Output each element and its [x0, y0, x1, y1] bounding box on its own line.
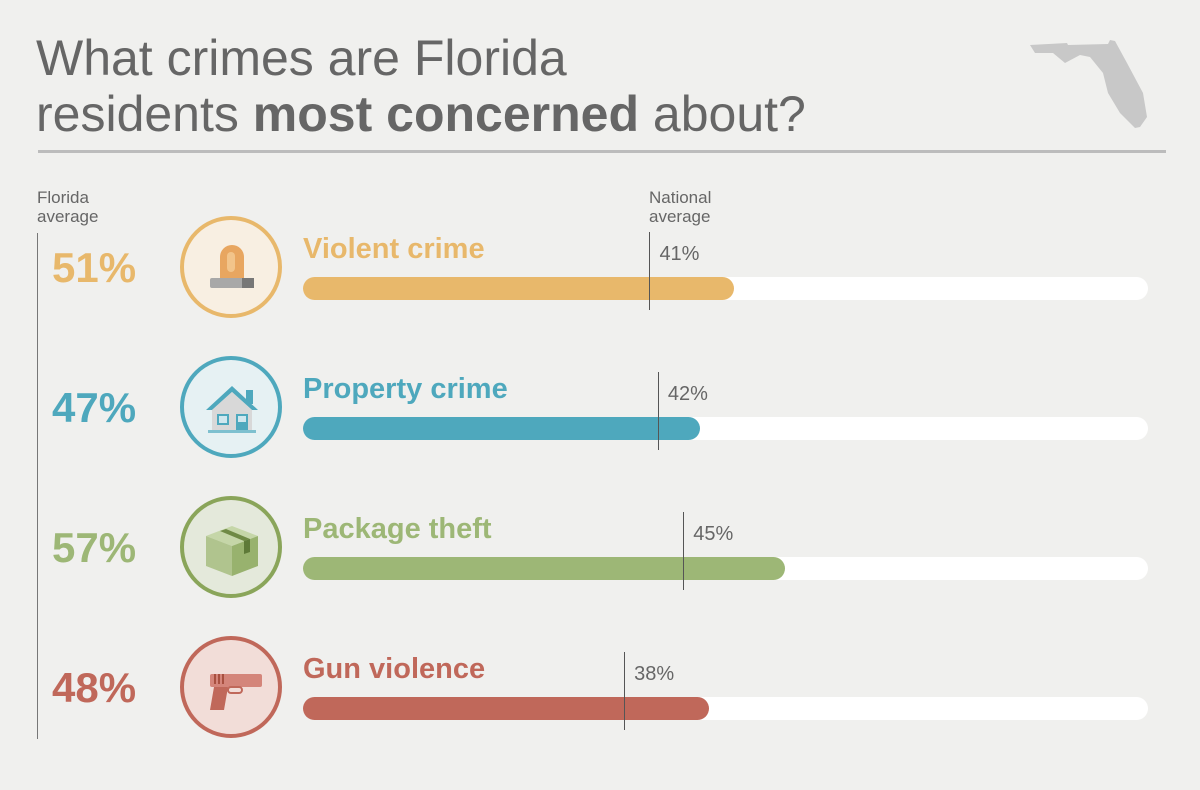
florida-value-label: 57% [52, 524, 137, 571]
national-average-marker [683, 512, 685, 590]
title-line-1: What crimes are Florida [36, 30, 567, 86]
florida-axis-line [37, 233, 38, 739]
category-label: Property crime [303, 373, 508, 405]
national-average-marker [649, 232, 651, 310]
florida-bar [303, 697, 709, 720]
florida-bar [303, 277, 734, 300]
siren-icon [210, 245, 254, 288]
category-label: Gun violence [303, 653, 486, 685]
category-label: Package theft [303, 513, 492, 545]
florida-value-label: 48% [52, 664, 137, 711]
national-value-label: 38% [634, 663, 675, 685]
title-line-2-end: about? [639, 86, 806, 142]
national-value-label: 41% [659, 243, 700, 265]
national-average-label: National average [649, 188, 712, 226]
package-icon [206, 526, 258, 576]
national-value-label: 45% [693, 523, 734, 545]
title-line-2-start: residents [36, 86, 253, 142]
title-divider [38, 150, 1166, 153]
title-bold: most concerned [252, 86, 639, 142]
category-icon-circle [180, 496, 282, 598]
florida-value-label: 47% [52, 384, 137, 431]
bar-track [303, 277, 1148, 300]
bar-track [303, 417, 1148, 440]
florida-average-label: Florida average [37, 188, 99, 226]
bar-track [303, 557, 1148, 580]
house-icon [206, 386, 258, 433]
national-value-label: 42% [667, 383, 708, 405]
category-icon-circle [180, 216, 282, 318]
category-label: Violent crime [303, 233, 485, 265]
florida-map-icon [1030, 40, 1147, 128]
florida-bar [303, 557, 785, 580]
page-title: What crimes are Florida residents most c… [36, 30, 806, 142]
national-average-marker [624, 652, 626, 730]
category-icon-circle [180, 356, 282, 458]
bar-track [303, 697, 1148, 720]
florida-value-label: 51% [52, 244, 137, 291]
national-average-marker [657, 372, 659, 450]
category-icon-circle [180, 636, 282, 738]
florida-bar [303, 417, 701, 440]
gun-icon [210, 674, 262, 710]
